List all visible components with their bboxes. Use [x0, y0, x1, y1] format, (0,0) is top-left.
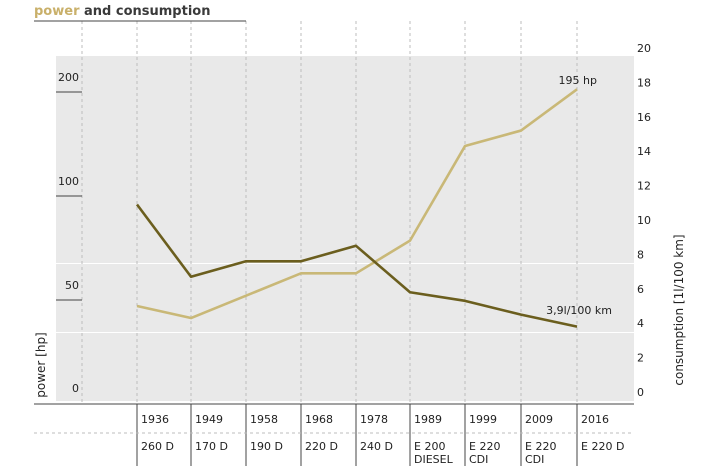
consumption-tick-label: 6	[637, 283, 644, 296]
grid-band	[56, 56, 634, 91]
consumption-tick-label: 18	[637, 76, 651, 89]
power-tick-label: 0	[72, 382, 79, 395]
category-label: 1999	[469, 413, 497, 426]
consumption-tick-label: 20	[637, 42, 651, 55]
grid-band	[56, 333, 634, 368]
grid-band	[56, 159, 634, 194]
consumption-tick-label: 16	[637, 111, 651, 124]
series-line-consumption	[135, 203, 578, 328]
category-label: 2009	[525, 413, 553, 426]
consumption-tick-label: 12	[637, 180, 651, 193]
model-label: E 220	[469, 440, 500, 453]
chart-title-consumption: and consumption	[84, 4, 211, 19]
chart-title: power and consumption	[34, 4, 210, 19]
grid-band	[56, 264, 634, 299]
model-label: 260 D	[141, 440, 174, 453]
model-label: E 200	[414, 440, 445, 453]
category-label: 1949	[195, 413, 223, 426]
model-label: 170 D	[195, 440, 228, 453]
category-label: 1936	[141, 413, 169, 426]
grid-band	[56, 366, 634, 401]
model-label: 190 D	[250, 440, 283, 453]
grid-band	[56, 90, 634, 125]
grid-band	[56, 125, 634, 160]
chart-title-power: power	[34, 4, 80, 19]
model-label: CDI	[469, 453, 488, 466]
grid-band	[56, 297, 634, 332]
annotation-consumption-end: 3,9l/100 km	[546, 304, 612, 317]
annotation-power-end: 195 hp	[559, 74, 597, 87]
category-label: 2016	[581, 413, 609, 426]
power-tick-label: 50	[65, 279, 79, 292]
power-tick-label: 200	[58, 71, 79, 84]
series-line-power	[136, 88, 578, 320]
consumption-tick-label: 8	[637, 248, 644, 261]
category-label: 1968	[305, 413, 333, 426]
consumption-tick-label: 4	[637, 317, 644, 330]
consumption-tick-label: 14	[637, 145, 651, 158]
grid-band	[56, 228, 634, 263]
model-label: DIESEL	[414, 453, 454, 466]
model-label: 220 D	[305, 440, 338, 453]
consumption-tick-label: 10	[637, 214, 651, 227]
category-label: 1978	[360, 413, 388, 426]
model-label: 240 D	[360, 440, 393, 453]
model-label: E 220 D	[581, 440, 624, 453]
consumption-tick-label: 2	[637, 352, 644, 365]
category-label: 1989	[414, 413, 442, 426]
model-label: E 220	[525, 440, 556, 453]
power-axis-label: power [hp]	[34, 332, 48, 398]
consumption-tick-label: 0	[637, 386, 644, 399]
grid-band	[56, 194, 634, 229]
model-label: CDI	[525, 453, 544, 466]
consumption-axis-label: consumption [1l/100 km]	[672, 234, 686, 385]
power-tick-label: 100	[58, 175, 79, 188]
category-label: 1958	[250, 413, 278, 426]
